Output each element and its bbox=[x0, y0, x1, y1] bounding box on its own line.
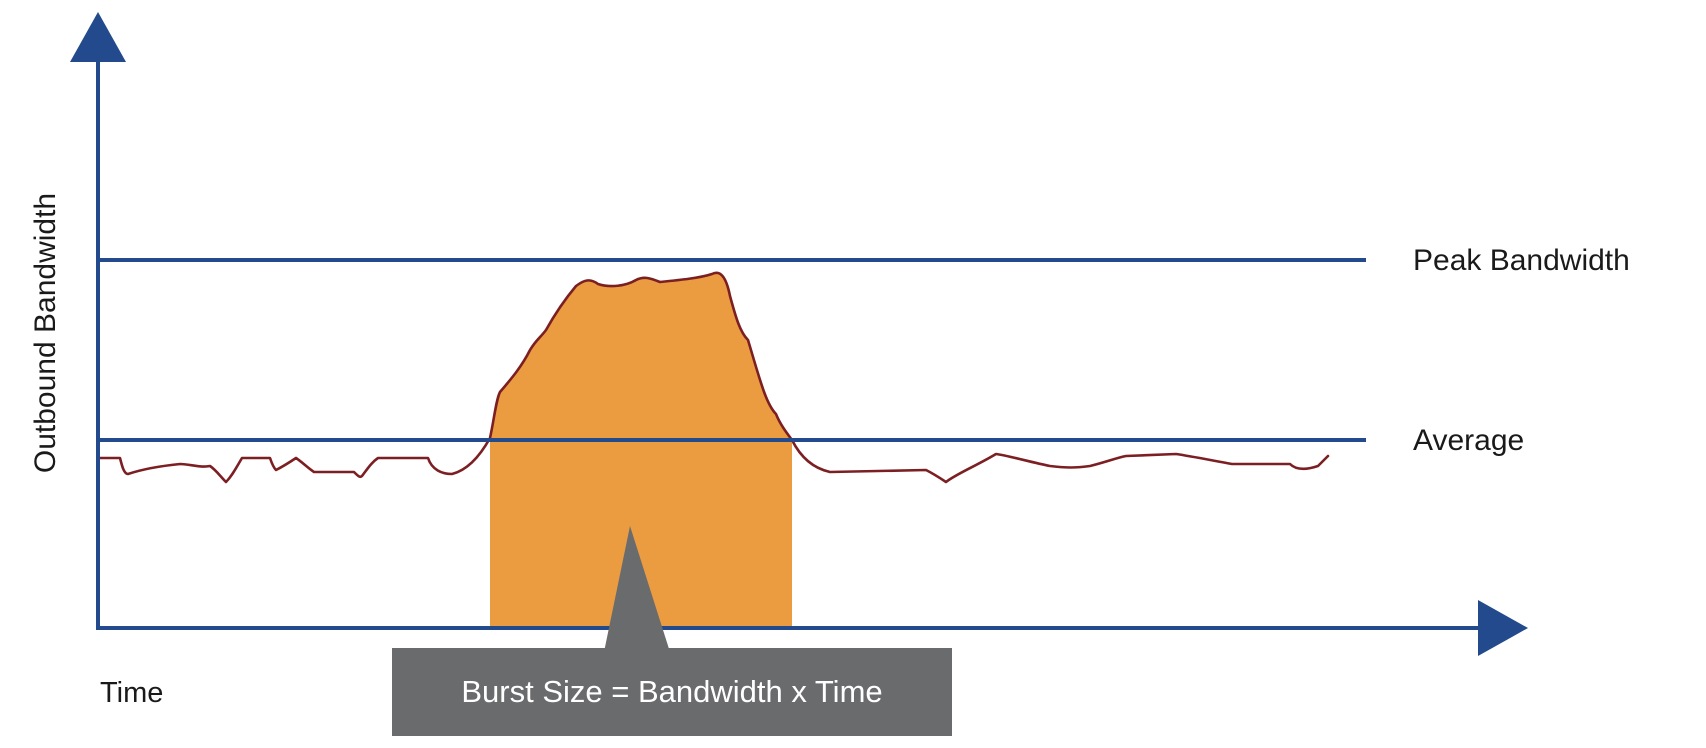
burst-area bbox=[490, 272, 792, 628]
x-axis-arrowhead bbox=[1478, 600, 1528, 656]
callout-pointer bbox=[604, 526, 670, 652]
callout-text: Burst Size = Bandwidth x Time bbox=[461, 674, 882, 709]
callout-box bbox=[392, 648, 952, 736]
x-axis-label: Time bbox=[100, 677, 163, 709]
average-label: Average bbox=[1413, 424, 1524, 457]
y-axis-arrowhead bbox=[70, 12, 126, 62]
peak-bandwidth-label: Peak Bandwidth bbox=[1413, 244, 1630, 277]
y-axis-label: Outbound Bandwidth bbox=[29, 193, 62, 473]
traffic-line bbox=[96, 271, 1330, 484]
